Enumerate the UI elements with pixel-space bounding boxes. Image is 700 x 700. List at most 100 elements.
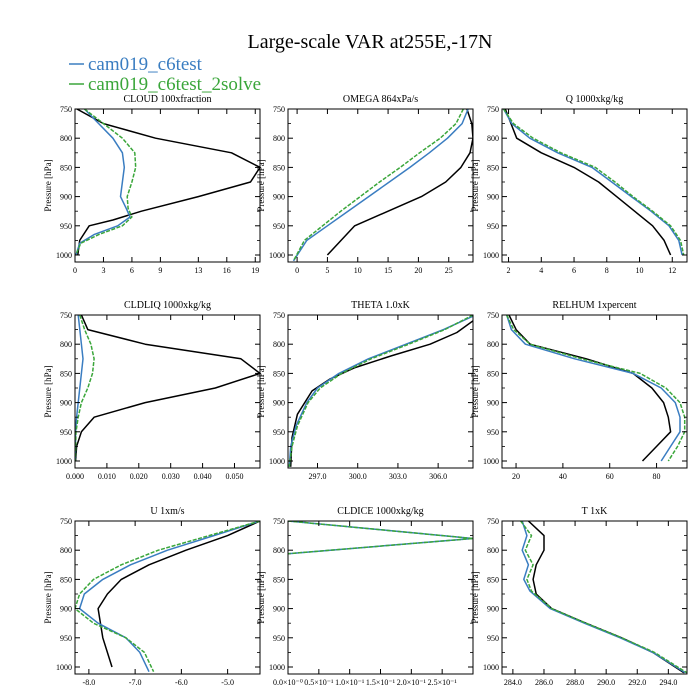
x-tick-label: 19: [251, 266, 259, 275]
x-tick-label: 10: [354, 266, 362, 275]
y-tick-label: 1000: [483, 663, 499, 672]
y-tick-label: 1000: [483, 457, 499, 466]
x-tick-label: 0.020: [130, 472, 148, 481]
x-tick-label: 0: [295, 266, 299, 275]
panel-omega: OMEGA 864xPa/s Pressure [hPa] 750 800 850 900…: [256, 94, 474, 275]
series-line-reference: [75, 315, 260, 462]
panel-title: THETA 1.0xK: [351, 300, 410, 311]
series-group: [288, 315, 473, 467]
x-tick-label: -8.0: [83, 678, 96, 687]
x-tick-label: 294.0: [659, 678, 677, 687]
y-tick-label: 850: [273, 163, 285, 172]
series-group: [292, 109, 473, 262]
series-group: [75, 521, 260, 673]
series-line-cam019-c6test: [502, 109, 683, 256]
x-tick-label: 292.0: [628, 678, 646, 687]
x-tick-label: 1.5×10⁻¹: [366, 678, 396, 687]
y-tick-label: 1000: [56, 457, 72, 466]
y-tick-label: 800: [60, 134, 72, 143]
series-line-cam019-c6test-2solve: [292, 109, 464, 262]
plot-frame: [74, 108, 261, 263]
y-tick-label: 900: [273, 193, 285, 202]
x-tick-label: 0.0×10⁻⁰: [273, 678, 303, 687]
y-axis-label: Pressure [hPa]: [43, 571, 53, 623]
series-line-reference: [527, 521, 685, 674]
series-line-reference: [76, 109, 260, 256]
y-axis-label: Pressure [hPa]: [43, 365, 53, 417]
y-tick-label: 800: [60, 340, 72, 349]
y-tick-label: 900: [487, 399, 499, 408]
legend: cam019_c6test cam019_c6test_2solve: [69, 54, 261, 95]
y-axis-label: Pressure [hPa]: [470, 159, 480, 211]
x-tick-label: 20: [512, 472, 520, 481]
y-tick-label: 750: [273, 517, 285, 526]
x-tick-label: -7.0: [129, 678, 142, 687]
plot-frame: [287, 108, 474, 263]
x-tick-label: 0: [73, 266, 77, 275]
series-line-cam019-c6test-2solve: [506, 315, 686, 462]
series-group: [520, 521, 687, 674]
y-tick-label: 900: [487, 193, 499, 202]
plot-frame: [501, 108, 688, 263]
series-line-cam019-c6test: [75, 315, 84, 462]
y-tick-label: 850: [487, 369, 499, 378]
x-tick-label: 6: [130, 266, 134, 275]
plot-frame: [287, 520, 474, 675]
y-tick-label: 800: [273, 340, 285, 349]
y-tick-label: 900: [487, 605, 499, 614]
y-tick-label: 900: [273, 605, 285, 614]
y-tick-label: 850: [273, 369, 285, 378]
y-tick-label: 900: [60, 193, 72, 202]
y-tick-label: 750: [487, 517, 499, 526]
y-tick-label: 850: [60, 369, 72, 378]
y-tick-label: 800: [273, 134, 285, 143]
y-tick-label: 800: [487, 134, 499, 143]
series-line-cam019-c6test-2solve: [75, 521, 260, 673]
x-tick-label: 2.0×10⁻¹: [397, 678, 427, 687]
x-tick-label: 15: [384, 266, 392, 275]
y-tick-label: 850: [487, 163, 499, 172]
panel-title: OMEGA 864xPa/s: [343, 94, 418, 105]
x-tick-label: 60: [606, 472, 614, 481]
y-tick-label: 1000: [483, 251, 499, 260]
plot-frame: [501, 520, 688, 675]
y-tick-label: 750: [60, 517, 72, 526]
y-tick-label: 800: [273, 546, 285, 555]
series-line-cam019-c6test-2solve: [288, 521, 473, 555]
plot-frame: [501, 314, 688, 469]
x-tick-label: 0.040: [194, 472, 212, 481]
series-line-cam019-c6test: [292, 109, 469, 262]
series-group: [505, 315, 686, 462]
series-line-cam019-c6test: [78, 521, 260, 673]
x-tick-label: 303.0: [389, 472, 407, 481]
legend-label-blue: cam019_c6test: [88, 54, 203, 75]
x-tick-label: 13: [194, 266, 202, 275]
panel-q: Q 1000xkg/kg Pressure [hPa] 750 800 850 900 95…: [470, 94, 688, 275]
y-tick-label: 1000: [56, 663, 72, 672]
plot-frame: [74, 520, 261, 675]
y-tick-label: 750: [487, 311, 499, 320]
x-tick-label: 4: [539, 266, 543, 275]
x-tick-label: 20: [414, 266, 422, 275]
y-tick-label: 800: [60, 546, 72, 555]
series-line-cam019-c6test-2solve: [75, 315, 95, 462]
x-tick-label: 0.010: [98, 472, 116, 481]
x-tick-label: 80: [653, 472, 661, 481]
y-tick-label: 800: [487, 340, 499, 349]
y-tick-label: 1000: [269, 663, 285, 672]
series-line-reference: [504, 109, 672, 256]
x-tick-label: 300.0: [349, 472, 367, 481]
plot-frame: [287, 314, 474, 469]
x-tick-label: 286.0: [535, 678, 553, 687]
y-tick-label: 750: [487, 105, 499, 114]
y-axis-label: Pressure [hPa]: [256, 571, 266, 623]
panel-u: U 1xm/s Pressure [hPa] 750 800 850 900 950 1000…: [43, 506, 261, 687]
series-line-cam019-c6test: [505, 315, 681, 462]
y-tick-label: 750: [273, 311, 285, 320]
series-group: [288, 521, 473, 555]
y-tick-label: 1000: [269, 251, 285, 260]
series-line-cam019-c6test-2solve: [502, 109, 685, 256]
y-tick-label: 950: [60, 222, 72, 231]
